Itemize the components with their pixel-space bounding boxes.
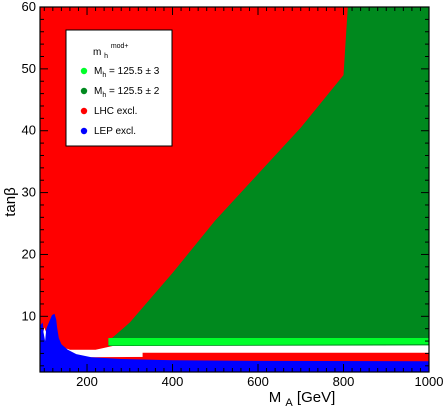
y-axis-label: tanβ bbox=[2, 187, 19, 217]
mh-2-region bbox=[108, 7, 430, 346]
mh-3-band bbox=[108, 338, 430, 346]
y-tick-label: 40 bbox=[22, 123, 36, 138]
y-tick-label: 10 bbox=[22, 308, 36, 323]
y-tick-label: 30 bbox=[22, 185, 36, 200]
x-tick-label: 200 bbox=[76, 374, 98, 389]
lep-excluded-region bbox=[40, 313, 429, 372]
legend-label: LEP excl. bbox=[94, 126, 136, 137]
x-axis-label-main: M bbox=[269, 389, 282, 406]
legend: m h mod+ Mh = 125.5 ± 3 Mh = 125.5 ± 2 LHC… bbox=[65, 29, 173, 147]
y-axis-label-main: tan bbox=[2, 196, 19, 217]
x-tick-label: 400 bbox=[162, 374, 184, 389]
axis-ticks: 200 400 600 800 1000 10 20 30 40 50 60 bbox=[22, 0, 444, 389]
x-tick-label: 600 bbox=[247, 374, 269, 389]
legend-title: m h mod+ bbox=[93, 43, 129, 61]
x-tick-label: 800 bbox=[333, 374, 355, 389]
x-axis-label-sub: A bbox=[285, 397, 293, 409]
lhc-low-tanb-strip bbox=[142, 352, 429, 359]
legend-title-sub: h bbox=[104, 53, 108, 60]
x-axis-label-unit: [GeV] bbox=[297, 389, 335, 406]
legend-title-sup: mod+ bbox=[111, 43, 129, 50]
x-tick-label: 1000 bbox=[415, 374, 444, 389]
x-axis-label: M A [GeV] bbox=[269, 389, 336, 409]
legend-title-main: m bbox=[93, 47, 101, 58]
legend-label: Mh = 125.5 ± 2 bbox=[94, 86, 160, 99]
legend-label: Mh = 125.5 ± 3 bbox=[94, 66, 160, 79]
legend-marker bbox=[80, 107, 88, 115]
plot-frame bbox=[39, 6, 430, 373]
lep-notch bbox=[43, 327, 46, 342]
y-axis-label-greek: β bbox=[2, 187, 19, 196]
y-tick-label: 60 bbox=[22, 0, 36, 14]
legend-marker bbox=[80, 67, 88, 75]
legend-marker bbox=[80, 127, 88, 135]
legend-marker bbox=[80, 87, 88, 95]
y-tick-label: 50 bbox=[22, 61, 36, 76]
plot-area bbox=[40, 7, 430, 372]
y-tick-label: 20 bbox=[22, 246, 36, 261]
legend-label: LHC excl. bbox=[94, 106, 137, 117]
